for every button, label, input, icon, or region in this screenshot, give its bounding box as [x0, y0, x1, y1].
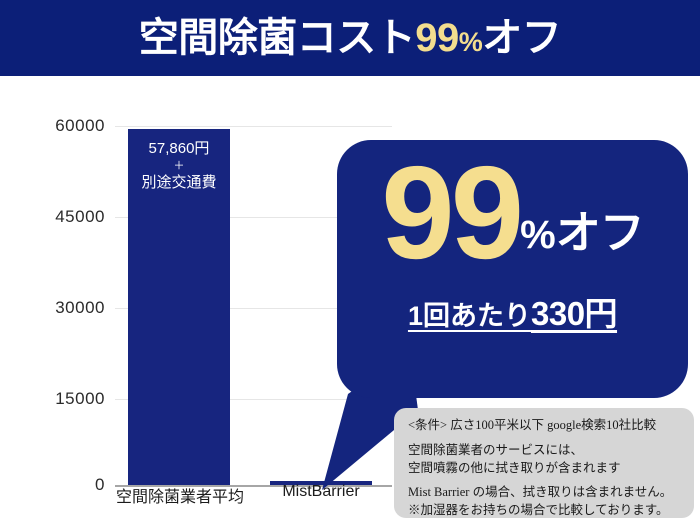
- ytick-label-0: 0: [95, 475, 105, 494]
- ytick-label-15000: 15000: [55, 389, 105, 408]
- gridline-30000: [115, 308, 392, 309]
- ytick-label-30000: 30000: [55, 298, 105, 317]
- title-number: 99: [415, 16, 459, 60]
- ytick-label-60000: 60000: [55, 116, 105, 135]
- bubble-percent-off: % オフ: [520, 207, 645, 273]
- gridline-60000: [115, 126, 392, 127]
- bubble-percent-symbol: %: [520, 213, 556, 258]
- bar-chart: 60000 45000 30000 15000 0 57,860円 ＋ 別途交通…: [0, 76, 700, 525]
- footnote-line-4: Mist Barrier の場合、拭き取りは含まれません。: [408, 485, 673, 500]
- page-title: 空間除菌コスト 99% オフ: [139, 18, 562, 58]
- gridline-15000: [115, 399, 392, 400]
- bar-extra-text: 別途交通費: [141, 173, 217, 191]
- footnote-line-conditions: <条件> 広さ100平米以下 google検索10社比較: [408, 418, 657, 432]
- footnote-box: <条件> 広さ100平米以下 google検索10社比較 空間除菌業者のサービス…: [394, 408, 694, 518]
- per-use-prefix: 1回あたり: [407, 301, 531, 332]
- xtick-label-mistbarrier: MistBarrier: [282, 483, 360, 500]
- x-axis-line: [115, 485, 392, 487]
- bar-plus-symbol: ＋: [173, 159, 185, 172]
- footnote-line-3: 空間噴霧の他に拭き取りが含まれます: [408, 460, 621, 475]
- bar-mistbarrier[interactable]: [270, 481, 372, 485]
- bubble-suffix-text: オフ: [555, 207, 645, 259]
- gridline-45000: [115, 217, 392, 218]
- bubble-number-99: 99: [381, 139, 524, 286]
- header-band: 空間除菌コスト 99% オフ: [0, 0, 700, 76]
- bar-value-annotation: 57,860円 ＋ 別途交通費: [128, 138, 230, 194]
- footnote-line-5: ※加湿器をお持ちの場合で比較しております。: [408, 503, 669, 517]
- speech-bubble-discount: 99 % オフ 1回あたり 330円: [337, 140, 688, 398]
- title-suffix: オフ: [482, 16, 562, 60]
- bubble-per-use-price: 1回あたり 330円: [407, 287, 618, 335]
- ytick-label-45000: 45000: [55, 207, 105, 226]
- bubble-headline: 99 % オフ: [381, 139, 645, 286]
- title-main-text: 空間除菌コスト: [138, 16, 416, 60]
- bar-amount-text: 57,860円: [148, 140, 210, 157]
- footnote-line-2: 空間除菌業者のサービスには、: [408, 442, 584, 457]
- xtick-label-avg-provider: 空間除菌業者平均: [115, 489, 244, 506]
- per-use-amount: 330円: [530, 295, 618, 333]
- title-percent-symbol: %: [458, 27, 483, 57]
- bar-avg-provider[interactable]: [128, 129, 230, 485]
